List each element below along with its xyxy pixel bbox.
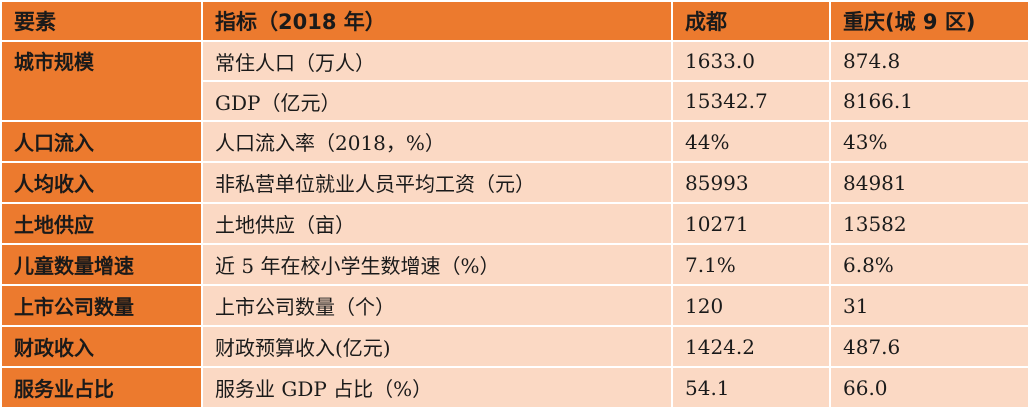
row-factor: 土地供应 bbox=[0, 202, 203, 245]
row-indicator: GDP（亿元） bbox=[201, 80, 673, 122]
table-row: 财政收入 财政预算收入(亿元) 1424.2 487.6 bbox=[0, 325, 1028, 368]
table-row: GDP（亿元） 15342.7 8166.1 bbox=[1, 80, 1028, 122]
row-factor: 服务业占比 bbox=[0, 366, 203, 409]
header-indicator: 指标（2018 年） bbox=[201, 0, 673, 42]
row-chengdu-value: 7.1% bbox=[671, 243, 831, 286]
row-chongqing-value: 84981 bbox=[829, 161, 1028, 204]
row-chongqing-value: 43% bbox=[829, 120, 1028, 163]
table-row: 人均收入 非私营单位就业人员平均工资（元） 85993 84981 bbox=[0, 161, 1028, 204]
header-factor: 要素 bbox=[0, 0, 203, 42]
row-chongqing-value: 13582 bbox=[829, 202, 1028, 245]
row-chongqing-value: 487.6 bbox=[829, 325, 1028, 368]
row-indicator: 非私营单位就业人员平均工资（元） bbox=[201, 161, 673, 204]
row-chongqing-value: 874.8 bbox=[829, 40, 1028, 82]
row-factor: 人口流入 bbox=[0, 120, 203, 163]
row-chengdu-value: 120 bbox=[671, 284, 831, 327]
row-factor: 上市公司数量 bbox=[0, 284, 203, 327]
table-row: 城市规模 常住人口（万人） 1633.0 874.8 bbox=[0, 40, 1028, 122]
row-chengdu-value: 1633.0 bbox=[671, 40, 831, 82]
row-factor: 财政收入 bbox=[0, 325, 203, 368]
row-factor: 人均收入 bbox=[0, 161, 203, 204]
table-row: 人口流入 人口流入率（2018，%） 44% 43% bbox=[0, 120, 1028, 163]
row-chengdu-value: 44% bbox=[671, 120, 831, 163]
row-factor: 城市规模 bbox=[0, 40, 203, 122]
row-indicator: 近 5 年在校小学生数增速（%） bbox=[201, 243, 673, 286]
row-chongqing-value: 31 bbox=[829, 284, 1028, 327]
row-chengdu-value: 54.1 bbox=[671, 366, 831, 409]
row-chengdu-value: 15342.7 bbox=[671, 80, 831, 122]
row-chongqing-value: 6.8% bbox=[829, 243, 1028, 286]
row-indicator: 服务业 GDP 占比（%） bbox=[201, 366, 673, 409]
row-chengdu-value: 1424.2 bbox=[671, 325, 831, 368]
row-indicator: 上市公司数量（个） bbox=[201, 284, 673, 327]
row-indicator: 财政预算收入(亿元) bbox=[201, 325, 673, 368]
header-chengdu: 成都 bbox=[671, 0, 831, 42]
row-chongqing-value: 8166.1 bbox=[829, 80, 1028, 122]
table-row: 上市公司数量 上市公司数量（个） 120 31 bbox=[0, 284, 1028, 327]
row-chongqing-value: 66.0 bbox=[829, 366, 1028, 409]
row-factor: 儿童数量增速 bbox=[0, 243, 203, 286]
row-chengdu-value: 10271 bbox=[671, 202, 831, 245]
header-chongqing: 重庆(城 9 区) bbox=[829, 0, 1028, 42]
row-indicator: 土地供应（亩） bbox=[201, 202, 673, 245]
table-row: 土地供应 土地供应（亩） 10271 13582 bbox=[0, 202, 1028, 245]
table-row: 服务业占比 服务业 GDP 占比（%） 54.1 66.0 bbox=[0, 366, 1028, 409]
table-row: 儿童数量增速 近 5 年在校小学生数增速（%） 7.1% 6.8% bbox=[0, 243, 1028, 286]
table-header-row: 要素 指标（2018 年） 成都 重庆(城 9 区) bbox=[0, 0, 1028, 42]
row-indicator: 常住人口（万人） bbox=[201, 40, 673, 82]
row-indicator: 人口流入率（2018，%） bbox=[201, 120, 673, 163]
row-chengdu-value: 85993 bbox=[671, 161, 831, 204]
